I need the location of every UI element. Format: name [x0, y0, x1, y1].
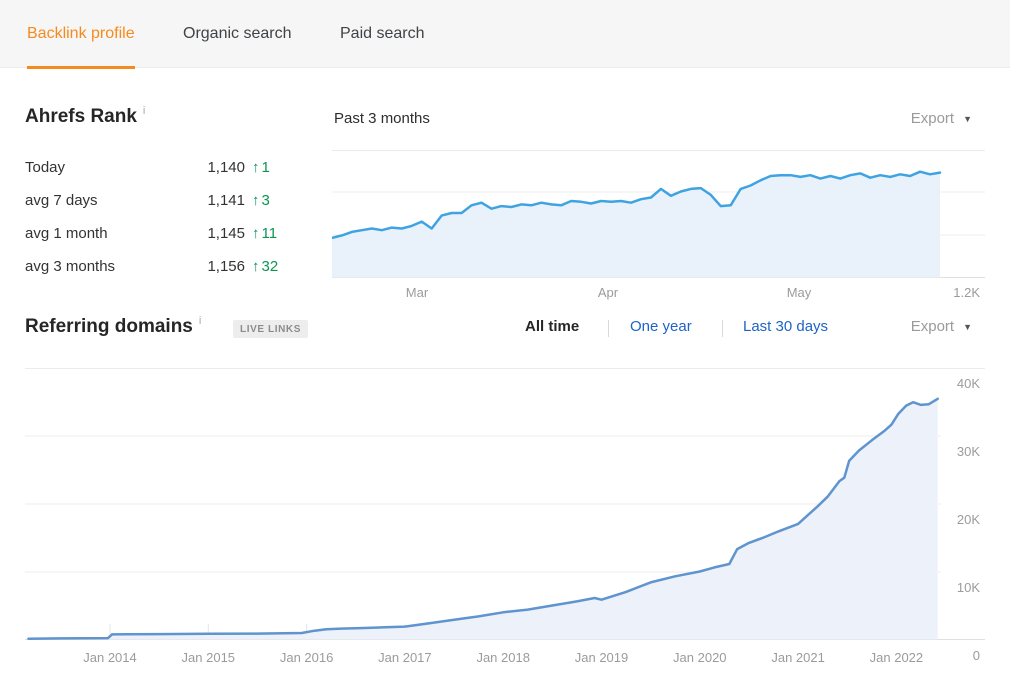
refdomains-chart-svg	[25, 368, 985, 640]
x-axis-label: Jan 2018	[476, 650, 530, 665]
rank-chart-title: Past 3 months	[334, 110, 430, 127]
tab-label: Organic search	[183, 25, 292, 42]
referring-domains-title-text: Referring domains	[25, 316, 193, 337]
ahrefs-rank-title: Ahrefs Rank i	[25, 105, 146, 128]
x-axis-label: Jan 2017	[378, 650, 432, 665]
caret-down-icon: ▼	[963, 114, 972, 124]
x-axis-label: Jan 2020	[673, 650, 727, 665]
table-row: avg 3 months 1,156 ↑ 32	[25, 258, 315, 280]
info-icon[interactable]: i	[198, 315, 202, 327]
up-arrow-icon: ↑	[252, 159, 260, 176]
caret-down-icon: ▼	[963, 322, 972, 332]
stat-label: Today	[25, 159, 66, 176]
stat-delta: ↑ 3	[252, 192, 270, 209]
referring-domains-title: Referring domains i	[25, 315, 202, 338]
tab-label: Paid search	[340, 25, 425, 42]
y-axis-label: 30K	[956, 444, 980, 459]
info-icon[interactable]: i	[142, 105, 146, 117]
table-row: Today 1,140 ↑ 1	[25, 159, 315, 181]
stat-label: avg 7 days	[25, 192, 98, 209]
stat-label: avg 3 months	[25, 258, 116, 275]
refdomains-line	[27, 397, 939, 640]
rank-line	[332, 170, 942, 240]
tab-paid-search[interactable]: Paid search	[340, 0, 425, 68]
tab-organic-search[interactable]: Organic search	[183, 0, 292, 68]
stat-value: 1,141	[207, 192, 245, 209]
live-links-badge: LIVE LINKS	[233, 320, 309, 338]
x-axis-label: Apr	[597, 285, 619, 300]
tab-backlink-profile[interactable]: Backlink profile	[27, 0, 135, 69]
up-arrow-icon: ↑	[252, 258, 260, 275]
x-axis-label: May	[786, 285, 812, 300]
x-axis-label: Jan 2021	[771, 650, 825, 665]
filter-all-time[interactable]: All time	[525, 318, 580, 335]
x-axis-label: Jan 2019	[574, 650, 629, 665]
referring-domains-chart[interactable]	[25, 368, 985, 640]
x-axis-label: Mar	[405, 285, 429, 300]
x-axis-label: Jan 2015	[181, 650, 236, 665]
tabbar: Backlink profile Organic search Paid sea…	[0, 0, 1010, 69]
filter-one-year[interactable]: One year	[630, 318, 692, 335]
x-axis-label: Jan 2016	[279, 650, 334, 665]
refdomains-area	[28, 398, 938, 640]
filter-separator	[608, 320, 609, 337]
table-row: avg 1 month 1,145 ↑ 11	[25, 225, 315, 247]
stat-delta-value: 3	[261, 192, 270, 209]
x-axis-label: Jan 2014	[83, 650, 137, 665]
y-axis-label: 1.2K	[953, 285, 980, 300]
ahrefs-rank-chart[interactable]	[332, 150, 985, 278]
stat-delta: ↑ 32	[252, 258, 278, 275]
export-label: Export	[910, 110, 955, 127]
filter-last-30-days[interactable]: Last 30 days	[743, 318, 829, 335]
rank-area	[332, 171, 940, 278]
x-axis-label: Jan 2022	[869, 650, 924, 665]
y-axis-label: 40K	[956, 376, 980, 391]
y-axis-label: 20K	[956, 512, 980, 527]
y-axis-label: 0	[972, 648, 980, 663]
y-axis-label: 10K	[956, 580, 980, 595]
ahrefs-rank-title-text: Ahrefs Rank	[25, 106, 137, 127]
stat-value: 1,145	[207, 225, 245, 242]
stat-value: 1,156	[207, 258, 245, 275]
export-button[interactable]: Export ▼	[911, 110, 972, 127]
stat-delta: ↑ 1	[252, 159, 270, 176]
stat-delta-value: 32	[261, 258, 279, 275]
filter-separator	[722, 320, 723, 337]
stat-delta-value: 11	[261, 225, 278, 242]
up-arrow-icon: ↑	[252, 225, 260, 242]
stat-delta-value: 1	[261, 159, 270, 176]
tab-label: Backlink profile	[27, 25, 135, 42]
up-arrow-icon: ↑	[252, 192, 260, 209]
export-button[interactable]: Export ▼	[911, 318, 972, 335]
table-row: avg 7 days 1,141 ↑ 3	[25, 192, 315, 214]
rank-chart-svg	[332, 150, 985, 278]
stat-delta: ↑ 11	[252, 225, 277, 242]
stat-label: avg 1 month	[25, 225, 108, 242]
stat-value: 1,140	[207, 159, 245, 176]
export-label: Export	[910, 318, 955, 335]
